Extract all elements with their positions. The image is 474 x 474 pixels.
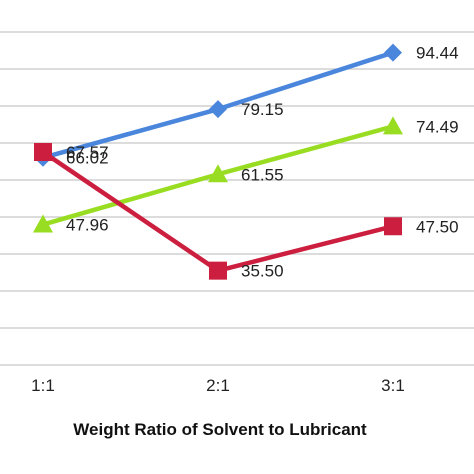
data-label: 66.02 [66,149,109,168]
gridlines [0,31,474,366]
data-labels: 66.02 79.15 94.44 47.96 61.55 74.49 67.57 35.50… [66,44,459,281]
square-marker [34,142,52,161]
diamond-marker [209,100,227,119]
x-axis-title: Weight Ratio of Solvent to Lubricant [73,420,367,439]
triangle-marker [33,214,53,233]
x-tick-label: 1:1 [31,376,55,395]
data-label: 74.49 [416,117,459,136]
square-marker [384,217,402,236]
x-axis-tick-labels: 1:1 2:1 3:1 [31,376,405,395]
data-label: 35.50 [241,262,284,281]
data-label: 94.44 [416,44,459,63]
data-label: 79.15 [241,100,284,119]
triangle-marker [208,164,228,183]
series-markers [33,43,403,280]
data-label: 67.57 [66,143,109,162]
x-tick-label: 2:1 [206,376,230,395]
x-tick-label: 3:1 [381,376,405,395]
data-label: 61.55 [241,165,284,184]
square-marker [209,261,227,280]
data-label: 47.96 [66,216,109,235]
triangle-marker [383,116,403,135]
diamond-marker [384,43,402,62]
data-label: 47.50 [416,217,459,236]
